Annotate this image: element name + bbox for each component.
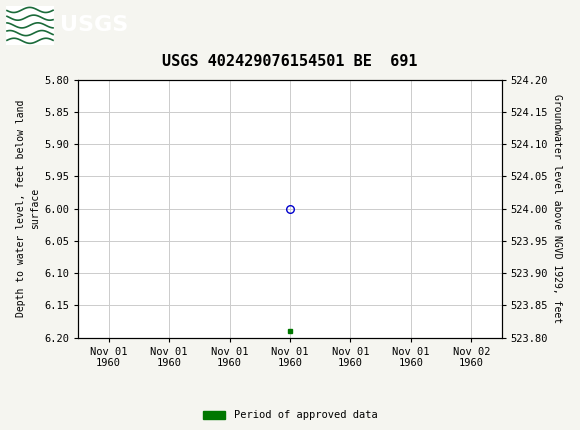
- Legend: Period of approved data: Period of approved data: [202, 411, 378, 421]
- Y-axis label: Depth to water level, feet below land
surface: Depth to water level, feet below land su…: [16, 100, 40, 317]
- Text: USGS 402429076154501 BE  691: USGS 402429076154501 BE 691: [162, 54, 418, 69]
- Bar: [6, 6, 54, 45]
- Text: USGS: USGS: [60, 15, 128, 35]
- Y-axis label: Groundwater level above NGVD 1929, feet: Groundwater level above NGVD 1929, feet: [552, 94, 563, 323]
